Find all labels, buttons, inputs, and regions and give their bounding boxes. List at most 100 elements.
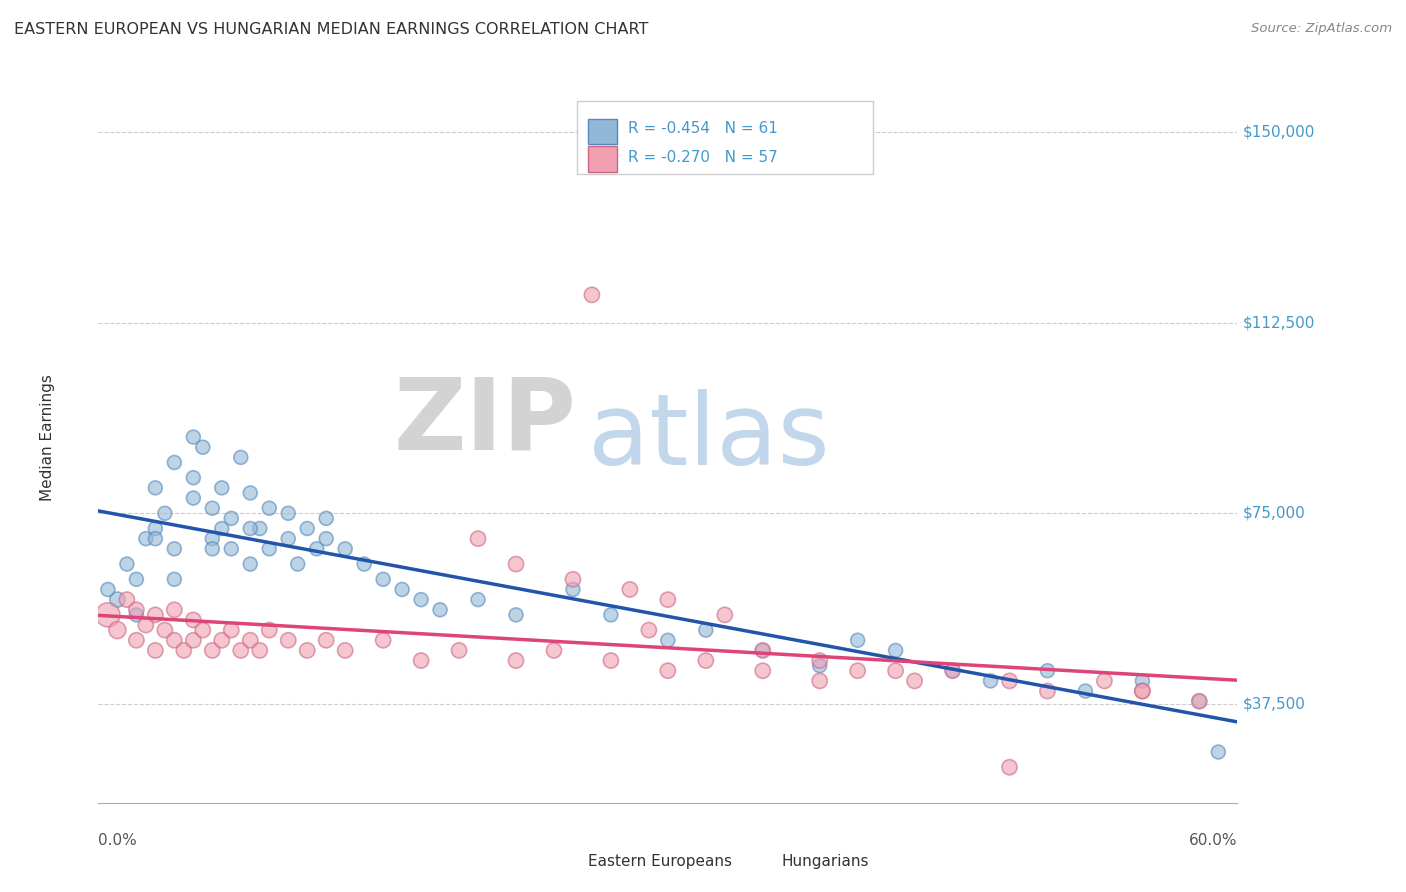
- Point: [979, 673, 1001, 688]
- Point: [638, 623, 661, 637]
- Point: [942, 664, 965, 678]
- Point: [135, 618, 157, 632]
- Point: [467, 532, 489, 546]
- Point: [125, 572, 148, 586]
- Point: [505, 557, 527, 571]
- Point: [145, 521, 167, 535]
- Point: [1188, 694, 1211, 708]
- Point: [1188, 694, 1211, 708]
- Point: [153, 623, 176, 637]
- Point: [221, 541, 243, 556]
- Point: [125, 603, 148, 617]
- Point: [259, 623, 281, 637]
- Point: [229, 450, 252, 465]
- Point: [1036, 684, 1059, 698]
- Point: [752, 664, 775, 678]
- Point: [239, 486, 262, 500]
- Point: [600, 654, 623, 668]
- Point: [695, 654, 717, 668]
- Point: [183, 633, 205, 648]
- Text: $150,000: $150,000: [1243, 125, 1316, 140]
- Text: $112,500: $112,500: [1243, 315, 1316, 330]
- Point: [221, 511, 243, 525]
- Point: [107, 592, 129, 607]
- Point: [145, 532, 167, 546]
- Point: [714, 607, 737, 622]
- Point: [998, 760, 1021, 774]
- Point: [239, 557, 262, 571]
- FancyBboxPatch shape: [554, 849, 579, 871]
- Point: [211, 633, 233, 648]
- Text: Median Earnings: Median Earnings: [39, 374, 55, 500]
- Point: [305, 541, 328, 556]
- Point: [115, 592, 138, 607]
- Point: [183, 471, 205, 485]
- Text: Source: ZipAtlas.com: Source: ZipAtlas.com: [1251, 22, 1392, 36]
- Point: [97, 607, 120, 622]
- Point: [297, 521, 319, 535]
- Point: [505, 654, 527, 668]
- Point: [315, 633, 337, 648]
- Point: [1132, 673, 1154, 688]
- Point: [97, 582, 120, 597]
- Text: atlas: atlas: [588, 389, 830, 485]
- Point: [259, 541, 281, 556]
- Point: [335, 643, 357, 657]
- Point: [371, 572, 394, 586]
- Point: [211, 521, 233, 535]
- Point: [277, 633, 299, 648]
- Point: [846, 664, 869, 678]
- Point: [657, 633, 679, 648]
- Point: [201, 501, 224, 516]
- Point: [183, 613, 205, 627]
- Text: Hungarians: Hungarians: [782, 854, 869, 869]
- Point: [163, 541, 186, 556]
- Point: [1074, 684, 1097, 698]
- Point: [1094, 673, 1116, 688]
- Text: EASTERN EUROPEAN VS HUNGARIAN MEDIAN EARNINGS CORRELATION CHART: EASTERN EUROPEAN VS HUNGARIAN MEDIAN EAR…: [14, 22, 648, 37]
- Point: [163, 572, 186, 586]
- Point: [153, 506, 176, 520]
- Text: R = -0.270   N = 57: R = -0.270 N = 57: [628, 150, 778, 165]
- Point: [125, 633, 148, 648]
- Point: [846, 633, 869, 648]
- Point: [1208, 745, 1230, 759]
- Point: [163, 455, 186, 469]
- Point: [467, 592, 489, 607]
- Point: [808, 658, 831, 673]
- Point: [752, 643, 775, 657]
- Point: [808, 673, 831, 688]
- Point: [125, 607, 148, 622]
- Point: [249, 521, 271, 535]
- Point: [562, 582, 585, 597]
- Point: [695, 623, 717, 637]
- Point: [145, 643, 167, 657]
- Point: [249, 643, 271, 657]
- Point: [904, 673, 927, 688]
- Text: ZIP: ZIP: [394, 374, 576, 471]
- Point: [315, 532, 337, 546]
- Point: [201, 643, 224, 657]
- Point: [107, 623, 129, 637]
- Point: [429, 603, 451, 617]
- Point: [239, 521, 262, 535]
- Point: [221, 623, 243, 637]
- Point: [411, 654, 433, 668]
- Text: Eastern Europeans: Eastern Europeans: [588, 854, 733, 869]
- Point: [115, 557, 138, 571]
- Point: [1132, 684, 1154, 698]
- Point: [884, 664, 907, 678]
- Point: [145, 481, 167, 495]
- Point: [277, 532, 299, 546]
- Point: [942, 664, 965, 678]
- Point: [657, 664, 679, 678]
- Point: [183, 430, 205, 444]
- Point: [353, 557, 375, 571]
- FancyBboxPatch shape: [754, 849, 779, 871]
- Point: [391, 582, 413, 597]
- Point: [619, 582, 641, 597]
- Point: [335, 541, 357, 556]
- Point: [998, 673, 1021, 688]
- Point: [191, 623, 214, 637]
- FancyBboxPatch shape: [588, 146, 617, 172]
